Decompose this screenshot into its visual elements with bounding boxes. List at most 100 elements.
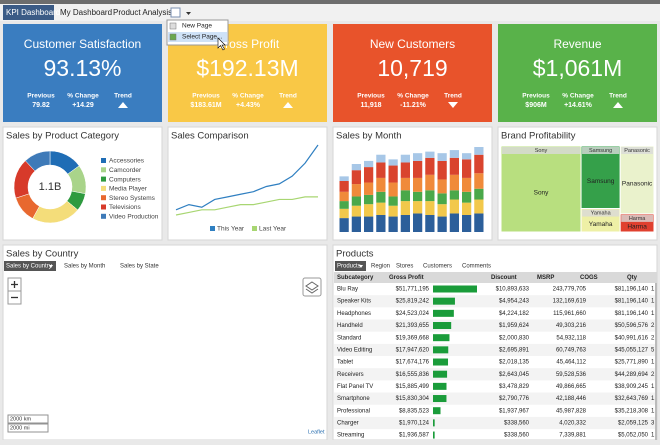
cell: $24,523,024	[396, 311, 430, 317]
cell: $38,909,245	[615, 384, 649, 390]
bar-segment	[351, 196, 361, 206]
treemap-label: Yamaha	[589, 221, 613, 228]
cell: $1,970,124	[399, 420, 430, 426]
legend-label: Media Player	[109, 186, 148, 193]
cell: 59,528,536	[556, 372, 587, 378]
cell: 54,932,118	[556, 335, 586, 341]
treemap-header-label: Harma	[629, 216, 646, 222]
tab[interactable]: Region	[371, 264, 390, 270]
tab[interactable]: Customers	[423, 264, 452, 270]
kpi-stat-label: Trend	[444, 93, 462, 100]
bar-segment	[425, 174, 435, 191]
cell: $81,196,140	[615, 299, 649, 305]
active-tab[interactable]	[4, 261, 56, 271]
kpi-stat-label: % Change	[67, 93, 99, 100]
tab[interactable]: KPI Dashboard	[6, 8, 60, 17]
bar-segment	[413, 160, 423, 178]
bar-segment	[339, 181, 349, 192]
kpi-value: $192.13M	[196, 55, 298, 81]
menu-highlight[interactable]	[168, 32, 227, 42]
treemap-header-label: Panasonic	[624, 148, 650, 154]
bar-segment	[449, 213, 459, 232]
legend-swatch	[101, 167, 106, 173]
table: Subcategory Gross Profit Discount MSRP COGS Q…	[334, 272, 660, 440]
bar-segment	[376, 162, 386, 178]
layers-icon	[305, 281, 319, 294]
legend-swatch	[101, 204, 106, 210]
cell: $2,059,125	[618, 420, 649, 426]
row-band	[334, 392, 657, 405]
bar-segment	[400, 201, 410, 215]
cell: $8,835,523	[399, 408, 430, 414]
cell: 49,866,665	[556, 384, 587, 390]
bar-segment	[388, 159, 398, 166]
legend-swatch	[101, 158, 106, 163]
zoom-in-icon	[11, 281, 18, 288]
treemap-cell	[619, 145, 655, 215]
treemap-label: Harma	[627, 224, 647, 231]
cell: 1,0	[651, 311, 660, 317]
tab[interactable]: Comments	[462, 264, 491, 270]
kpi-value: 93.13%	[43, 55, 121, 81]
tab[interactable]: Stores	[396, 264, 413, 270]
menu-item[interactable]: Select Page...	[182, 34, 223, 41]
kpi-stat-value: +14.61%	[564, 102, 593, 109]
cell: 45,464,112	[556, 360, 586, 366]
cell: 7,339,881	[559, 433, 586, 439]
cell: 1,	[651, 360, 656, 366]
tab[interactable]: Sales by State	[120, 264, 159, 270]
cell: Handheld	[337, 323, 363, 329]
kpi-stat-value: -11.21%	[400, 102, 426, 109]
donut-center-label: 1.1B	[39, 181, 62, 193]
tab[interactable]: Sales by Month	[64, 264, 105, 270]
kpi-stat-label: % Change	[397, 93, 429, 100]
bar-segment	[376, 202, 386, 215]
cell: 1,	[651, 408, 656, 414]
cell: 4,020,332	[559, 420, 586, 426]
bar-segment	[449, 150, 459, 158]
bar-segment	[413, 213, 423, 232]
active-tab[interactable]	[335, 261, 366, 271]
kpi-stat-value: +14.29	[72, 102, 94, 109]
legend-label: Televisions	[109, 204, 142, 211]
profit-bar	[433, 309, 454, 317]
cell: Smartphone	[337, 396, 370, 402]
kpi-stat-label: Previous	[27, 93, 55, 100]
cell: $81,196,140	[615, 311, 649, 317]
kpi-card	[333, 24, 492, 122]
tab-arrow	[49, 265, 53, 268]
cell: $3,478,829	[499, 384, 530, 390]
tab[interactable]: Products	[337, 264, 361, 270]
layers-button[interactable]	[302, 277, 322, 297]
dropdown-arrow[interactable]	[186, 12, 191, 15]
tab[interactable]: My Dashboard	[60, 8, 112, 17]
bar-segment	[339, 201, 349, 209]
cell: 45,987,828	[556, 408, 587, 414]
tab[interactable]: Product Analysis	[113, 8, 172, 17]
profit-bar	[433, 297, 455, 305]
row-band	[334, 416, 657, 430]
tab[interactable]: Sales by Country	[6, 264, 52, 270]
bar-segment	[437, 193, 447, 205]
bar-segment	[437, 160, 447, 180]
cell: $35,218,308	[615, 408, 649, 414]
cell: $2,018,135	[499, 360, 530, 366]
cell: Charger	[337, 420, 359, 426]
legend-label: Accessories	[109, 158, 145, 165]
panel-title: Sales by Month	[336, 131, 401, 142]
page-icon[interactable]	[170, 7, 181, 18]
cell: $16,555,836	[396, 372, 430, 378]
cell: $1,936,587	[399, 433, 430, 439]
panel-title: Sales by Product Category	[6, 131, 119, 142]
cell: $2,643,045	[499, 372, 530, 378]
profit-bar	[433, 395, 447, 403]
attribution[interactable]: Leaflet	[308, 429, 325, 435]
cell: $50,596,576	[615, 323, 649, 329]
kpi-stat-value: $906M	[525, 102, 547, 109]
bar-segment	[364, 204, 374, 217]
active-tab	[3, 5, 54, 20]
panel	[2, 244, 328, 441]
cell: Professional	[337, 408, 370, 414]
menu-item[interactable]: New Page	[182, 23, 212, 30]
bar-segment	[388, 216, 398, 232]
